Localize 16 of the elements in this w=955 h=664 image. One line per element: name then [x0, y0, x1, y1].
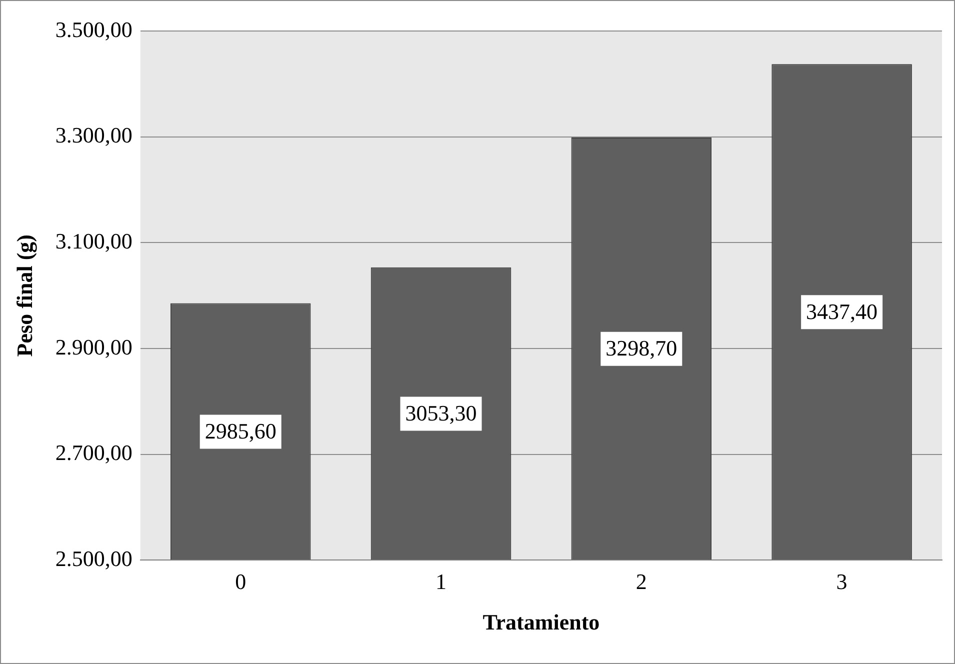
- data-label: 3053,30: [405, 400, 477, 426]
- x-tick-label: 2: [636, 569, 647, 594]
- y-tick-label: 2.700,00: [55, 440, 132, 466]
- y-tick-label: 3.500,00: [55, 16, 132, 42]
- x-tick-label: 1: [436, 569, 446, 594]
- data-label: 3298,70: [606, 336, 678, 361]
- y-axis-title: Peso final (g): [12, 234, 37, 357]
- y-tick-label: 2.500,00: [55, 546, 132, 571]
- y-tick-label: 3.100,00: [55, 228, 132, 254]
- data-label: 3437,40: [806, 298, 878, 324]
- data-label: 2985,60: [204, 418, 276, 444]
- x-tick-label: 3: [836, 569, 848, 594]
- y-tick-label: 2.900,00: [55, 334, 132, 360]
- x-axis-title: Tratamiento: [482, 609, 600, 634]
- y-tick-label: 3.300,00: [55, 122, 132, 148]
- x-tick-label: 0: [235, 569, 246, 594]
